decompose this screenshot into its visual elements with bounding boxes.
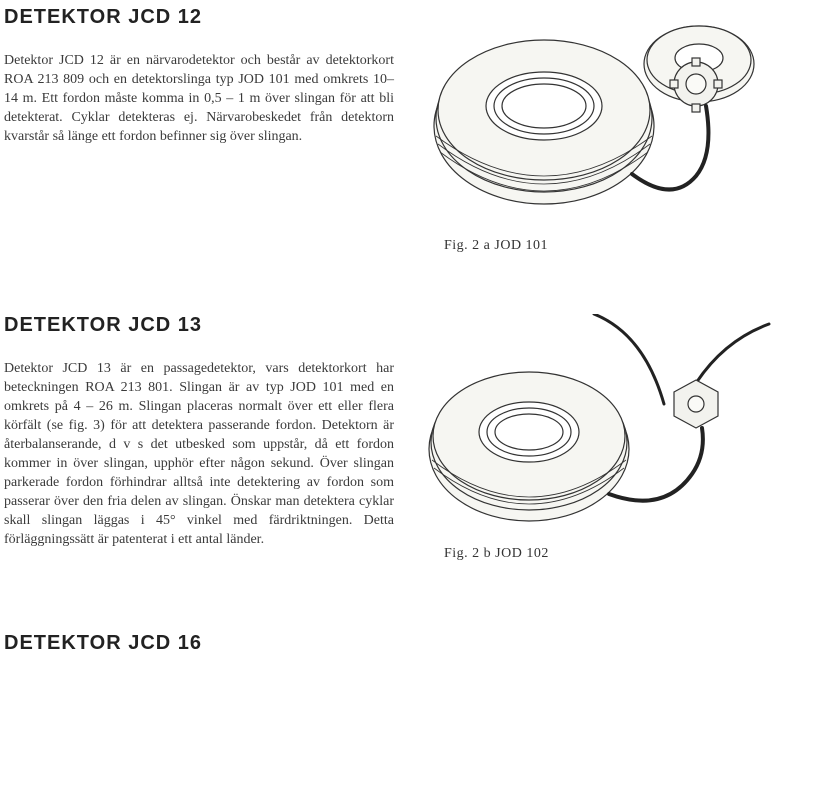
figure-jod101-icon: [414, 6, 774, 236]
text-column-jcd12: DETEKTOR JCD 12 Detektor JCD 12 är en nä…: [4, 6, 404, 146]
section-jcd13: DETEKTOR JCD 13 Detektor JCD 13 är en pa…: [4, 254, 817, 562]
heading-jcd16: DETEKTOR JCD 16: [4, 632, 394, 655]
section-jcd12: DETEKTOR JCD 12 Detektor JCD 12 är en nä…: [4, 0, 817, 254]
text-column-jcd13: DETEKTOR JCD 13 Detektor JCD 13 är en pa…: [4, 314, 404, 549]
figure-jod102-icon: [414, 314, 774, 544]
heading-jcd13: DETEKTOR JCD 13: [4, 314, 394, 337]
body-jcd13: Detektor JCD 13 är en passagedetektor, v…: [4, 359, 394, 549]
text-column-jcd16: DETEKTOR JCD 16: [4, 632, 404, 677]
page: DETEKTOR JCD 12 Detektor JCD 12 är en nä…: [0, 0, 817, 799]
caption-jod102: Fig. 2 b JOD 102: [444, 546, 549, 561]
figure-column-jcd13: Fig. 2 b JOD 102: [404, 314, 784, 562]
figure-column-jcd12: Fig. 2 a JOD 101: [404, 6, 784, 254]
caption-jod101: Fig. 2 a JOD 101: [444, 238, 548, 253]
heading-jcd12: DETEKTOR JCD 12: [4, 6, 394, 29]
body-jcd12: Detektor JCD 12 är en närvarodetektor oc…: [4, 51, 394, 146]
section-jcd16: DETEKTOR JCD 16: [4, 562, 817, 677]
